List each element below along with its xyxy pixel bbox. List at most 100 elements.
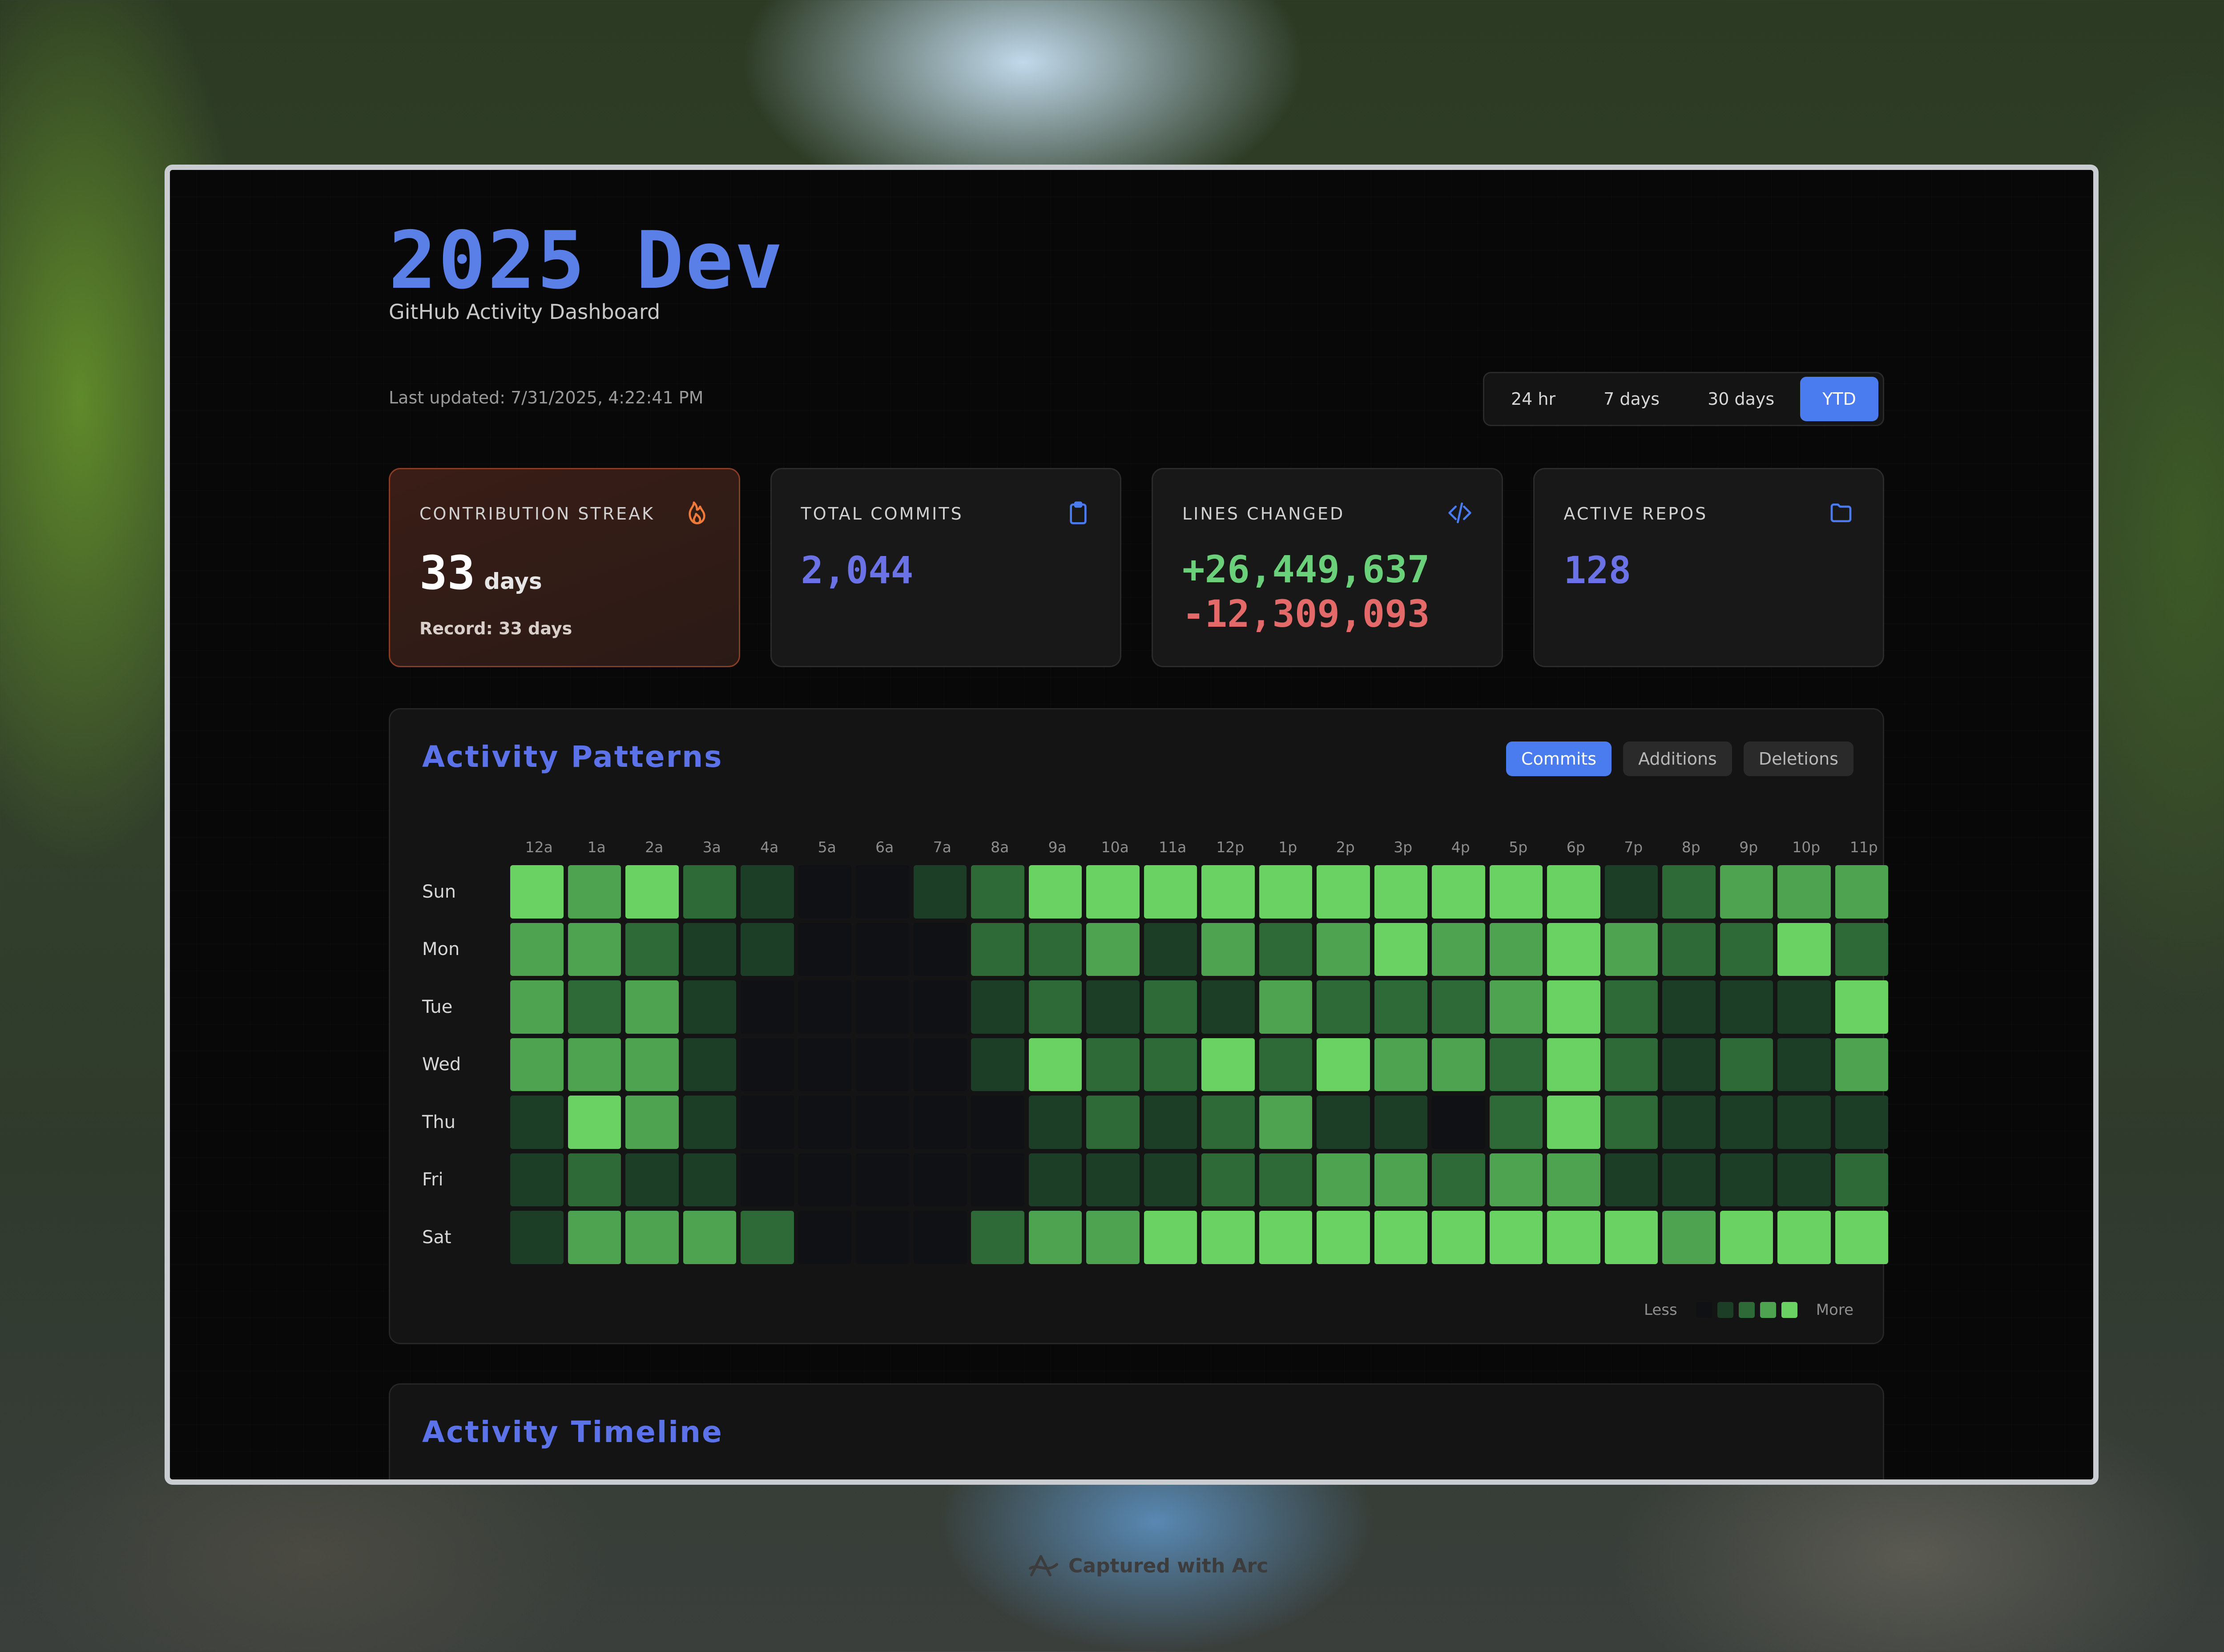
heatmap-cell[interactable]	[1489, 1038, 1543, 1091]
heatmap-cell[interactable]	[568, 865, 621, 919]
heatmap-cell[interactable]	[1662, 1038, 1716, 1091]
heatmap-cell[interactable]	[798, 1211, 851, 1264]
heatmap-cell[interactable]	[913, 1153, 967, 1206]
heatmap-cell[interactable]	[1259, 1211, 1312, 1264]
heatmap-cell[interactable]	[798, 1038, 851, 1091]
heatmap-cell[interactable]	[971, 1211, 1024, 1264]
heatmap-cell[interactable]	[1720, 1211, 1773, 1264]
heatmap-cell[interactable]	[1720, 865, 1773, 919]
heatmap-cell[interactable]	[1777, 1038, 1831, 1091]
heatmap-cell[interactable]	[568, 1096, 621, 1149]
heatmap-cell[interactable]	[1835, 1038, 1888, 1091]
heatmap-cell[interactable]	[1201, 1153, 1255, 1206]
heatmap-cell[interactable]	[1604, 1211, 1658, 1264]
heatmap-cell[interactable]	[1201, 1211, 1255, 1264]
heatmap-cell[interactable]	[1028, 865, 1082, 919]
heatmap-cell[interactable]	[1432, 980, 1485, 1034]
heatmap-cell[interactable]	[1374, 1211, 1427, 1264]
heatmap-cell[interactable]	[913, 1211, 967, 1264]
heatmap-cell[interactable]	[1259, 980, 1312, 1034]
heatmap-cell[interactable]	[1086, 1153, 1140, 1206]
heatmap-cell[interactable]	[1144, 865, 1197, 919]
heatmap-cell[interactable]	[971, 1038, 1024, 1091]
heatmap-cell[interactable]	[1662, 865, 1716, 919]
heatmap-cell[interactable]	[1259, 1096, 1312, 1149]
heatmap-cell[interactable]	[1028, 980, 1082, 1034]
heatmap-cell[interactable]	[625, 923, 679, 976]
heatmap-cell[interactable]	[1835, 980, 1888, 1034]
heatmap-cell[interactable]	[510, 1153, 564, 1206]
heatmap-cell[interactable]	[1317, 1211, 1370, 1264]
heatmap-cell[interactable]	[856, 865, 909, 919]
heatmap-cell[interactable]	[741, 923, 794, 976]
heatmap-cell[interactable]	[1835, 1211, 1888, 1264]
heatmap-cell[interactable]	[1662, 1211, 1716, 1264]
heatmap-cell[interactable]	[1317, 1153, 1370, 1206]
heatmap-cell[interactable]	[856, 1096, 909, 1149]
heatmap-cell[interactable]	[856, 923, 909, 976]
heatmap-cell[interactable]	[1317, 980, 1370, 1034]
range-24hr-button[interactable]: 24 hr	[1511, 389, 1556, 409]
heatmap-cell[interactable]	[1662, 1153, 1716, 1206]
heatmap-cell[interactable]	[1201, 923, 1255, 976]
tab-commits[interactable]: Commits	[1506, 741, 1612, 776]
heatmap-cell[interactable]	[798, 1096, 851, 1149]
heatmap-cell[interactable]	[510, 1038, 564, 1091]
tab-additions[interactable]: Additions	[1623, 741, 1732, 776]
heatmap-cell[interactable]	[1259, 1153, 1312, 1206]
heatmap-cell[interactable]	[1662, 1096, 1716, 1149]
heatmap-cell[interactable]	[1547, 1211, 1600, 1264]
heatmap-cell[interactable]	[1374, 865, 1427, 919]
heatmap-cell[interactable]	[741, 865, 794, 919]
heatmap-cell[interactable]	[1144, 1211, 1197, 1264]
heatmap-cell[interactable]	[1086, 980, 1140, 1034]
range-ytd-button[interactable]: YTD	[1800, 377, 1878, 421]
heatmap-cell[interactable]	[1201, 980, 1255, 1034]
heatmap-cell[interactable]	[856, 1038, 909, 1091]
heatmap-cell[interactable]	[510, 980, 564, 1034]
heatmap-cell[interactable]	[1144, 1153, 1197, 1206]
heatmap-cell[interactable]	[1547, 865, 1600, 919]
heatmap-cell[interactable]	[510, 923, 564, 976]
heatmap-cell[interactable]	[741, 1153, 794, 1206]
heatmap-cell[interactable]	[510, 865, 564, 919]
heatmap-cell[interactable]	[1259, 923, 1312, 976]
heatmap-cell[interactable]	[1259, 1038, 1312, 1091]
tab-deletions[interactable]: Deletions	[1743, 741, 1853, 776]
heatmap-cell[interactable]	[1144, 1038, 1197, 1091]
heatmap-cell[interactable]	[1489, 923, 1543, 976]
heatmap-cell[interactable]	[913, 865, 967, 919]
heatmap-cell[interactable]	[1144, 1096, 1197, 1149]
heatmap-cell[interactable]	[1028, 1211, 1082, 1264]
heatmap-cell[interactable]	[625, 1038, 679, 1091]
heatmap-cell[interactable]	[683, 1211, 736, 1264]
range-7days-button[interactable]: 7 days	[1604, 389, 1660, 409]
heatmap-cell[interactable]	[568, 980, 621, 1034]
heatmap-cell[interactable]	[971, 1153, 1024, 1206]
heatmap-cell[interactable]	[1720, 1153, 1773, 1206]
heatmap-cell[interactable]	[1547, 980, 1600, 1034]
heatmap-cell[interactable]	[913, 1096, 967, 1149]
heatmap-cell[interactable]	[1489, 1153, 1543, 1206]
heatmap-cell[interactable]	[741, 980, 794, 1034]
heatmap-cell[interactable]	[1374, 1096, 1427, 1149]
heatmap-cell[interactable]	[1201, 865, 1255, 919]
heatmap-cell[interactable]	[1317, 1038, 1370, 1091]
heatmap-cell[interactable]	[1201, 1096, 1255, 1149]
heatmap-cell[interactable]	[971, 1096, 1024, 1149]
heatmap-cell[interactable]	[1604, 923, 1658, 976]
heatmap-cell[interactable]	[1662, 923, 1716, 976]
heatmap-cell[interactable]	[1547, 923, 1600, 976]
heatmap-cell[interactable]	[1201, 1038, 1255, 1091]
heatmap-cell[interactable]	[1720, 923, 1773, 976]
heatmap-cell[interactable]	[1489, 1211, 1543, 1264]
heatmap-cell[interactable]	[683, 1096, 736, 1149]
heatmap-cell[interactable]	[1489, 865, 1543, 919]
heatmap-cell[interactable]	[971, 923, 1024, 976]
heatmap-cell[interactable]	[1028, 1096, 1082, 1149]
heatmap-cell[interactable]	[1086, 1096, 1140, 1149]
heatmap-cell[interactable]	[856, 980, 909, 1034]
heatmap-cell[interactable]	[1086, 865, 1140, 919]
heatmap-cell[interactable]	[913, 980, 967, 1034]
heatmap-cell[interactable]	[625, 1211, 679, 1264]
